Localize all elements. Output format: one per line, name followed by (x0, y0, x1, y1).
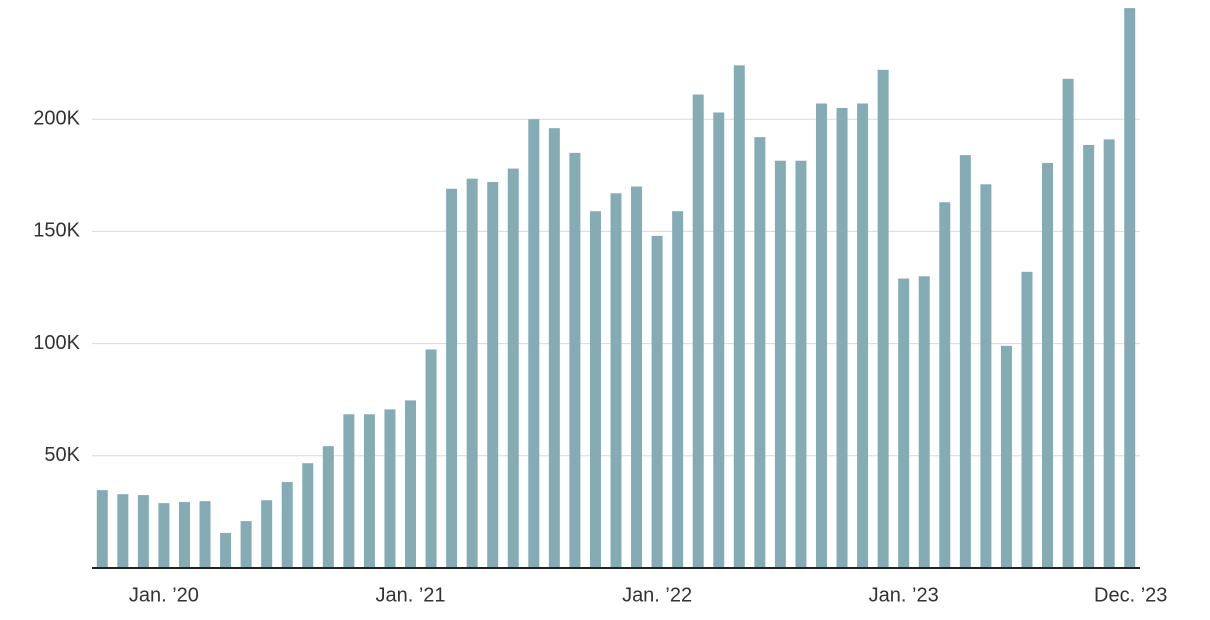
bar (815, 103, 827, 568)
bar (672, 211, 684, 569)
y-tick-label: 50K (44, 444, 80, 466)
bar (281, 482, 293, 568)
bar (589, 211, 601, 569)
bar (405, 400, 417, 568)
bar (1103, 139, 1115, 568)
bar (96, 490, 108, 568)
bar (857, 103, 869, 568)
bar (178, 502, 190, 568)
bar (569, 152, 581, 569)
bar (446, 188, 458, 569)
x-tick-label: Jan. ’22 (622, 584, 692, 606)
bar (774, 160, 786, 569)
bar (1042, 162, 1054, 568)
bar (507, 168, 519, 568)
bar (651, 235, 663, 568)
bar (137, 495, 149, 568)
bar (158, 503, 170, 568)
bar (877, 69, 889, 568)
bar (425, 349, 437, 568)
bar (363, 414, 375, 568)
bar (918, 276, 930, 568)
bar (1021, 271, 1033, 568)
bar (980, 184, 992, 568)
bar (1124, 8, 1136, 568)
bar (548, 128, 560, 568)
x-tick-label: Jan. ’23 (869, 584, 939, 606)
bar (733, 65, 745, 569)
bar (713, 112, 725, 568)
bar (795, 160, 807, 569)
bar (220, 532, 232, 568)
bar (261, 500, 273, 568)
bar (302, 463, 314, 568)
bar (692, 94, 704, 569)
bar (836, 107, 848, 568)
bar (610, 193, 622, 568)
x-tick-label: Dec. ’23 (1094, 584, 1167, 606)
bar (528, 119, 540, 568)
bar (631, 186, 643, 568)
bar (1000, 345, 1012, 568)
bar (754, 137, 766, 569)
bar (1062, 78, 1074, 569)
bar (199, 501, 211, 568)
x-tick-label: Jan. ’21 (375, 584, 445, 606)
y-tick-label: 200K (33, 107, 80, 129)
bar (322, 446, 334, 568)
bar (487, 182, 499, 569)
bar (939, 202, 951, 568)
bar (1083, 145, 1095, 569)
y-tick-label: 100K (33, 332, 80, 354)
bar (466, 178, 478, 568)
bar (959, 155, 971, 568)
bar (240, 521, 252, 568)
bar (343, 414, 355, 568)
bar (117, 494, 129, 568)
bar (898, 278, 910, 568)
y-tick-label: 150K (33, 220, 80, 242)
bar (384, 409, 396, 568)
x-tick-label: Jan. ’20 (129, 584, 199, 606)
